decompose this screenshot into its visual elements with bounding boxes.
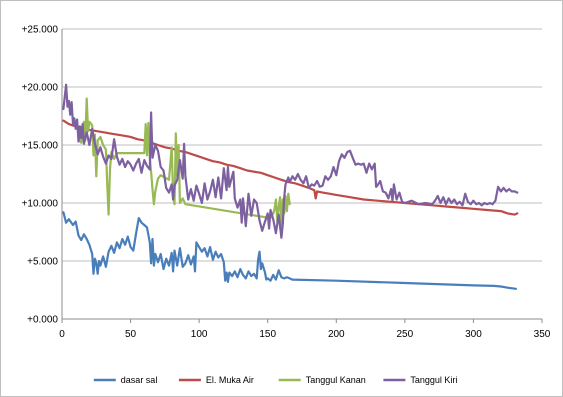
x-tick-label-3: 150 [259,329,276,340]
x-tick-label-4: 200 [328,329,345,340]
axes [61,29,543,323]
y-tick-label-4: +20.000 [22,83,59,94]
legend-label-3: Tanggul Kiri [410,375,457,385]
series-line-1 [62,119,519,216]
x-tick-label-0: 0 [59,329,65,340]
y-tick-label-2: +10.000 [22,199,59,210]
gridlines [62,28,542,320]
x-tick-label-6: 300 [465,329,482,340]
x-tick-label-7: 350 [534,329,551,340]
legend-label-2: Tanggul Kanan [306,375,366,385]
legend: dasar sal El. Muka Air Tanggul Kanan Tanggu… [93,375,457,385]
legend-label-0: dasar sal [121,375,158,385]
y-tick-label-0: +0.000 [27,315,58,326]
series-line-3 [62,83,519,239]
x-tick-label-5: 250 [397,329,414,340]
y-tick-label-3: +15.000 [22,141,59,152]
x-tick-labels: 0 50 100 150 200 250 300 350 [59,329,551,340]
series-lines [62,83,519,290]
y-tick-label-1: +5.000 [27,257,58,268]
legend-label-1: El. Muka Air [206,375,254,385]
y-tick-label-5: +25.000 [22,25,59,36]
series-line-0 [62,211,517,290]
y-tick-labels: +0.000 +5.000 +10.000 +15.000 +20.000 +25.000 [22,25,59,326]
x-tick-label-1: 50 [125,329,137,340]
x-tick-label-2: 100 [191,329,208,340]
